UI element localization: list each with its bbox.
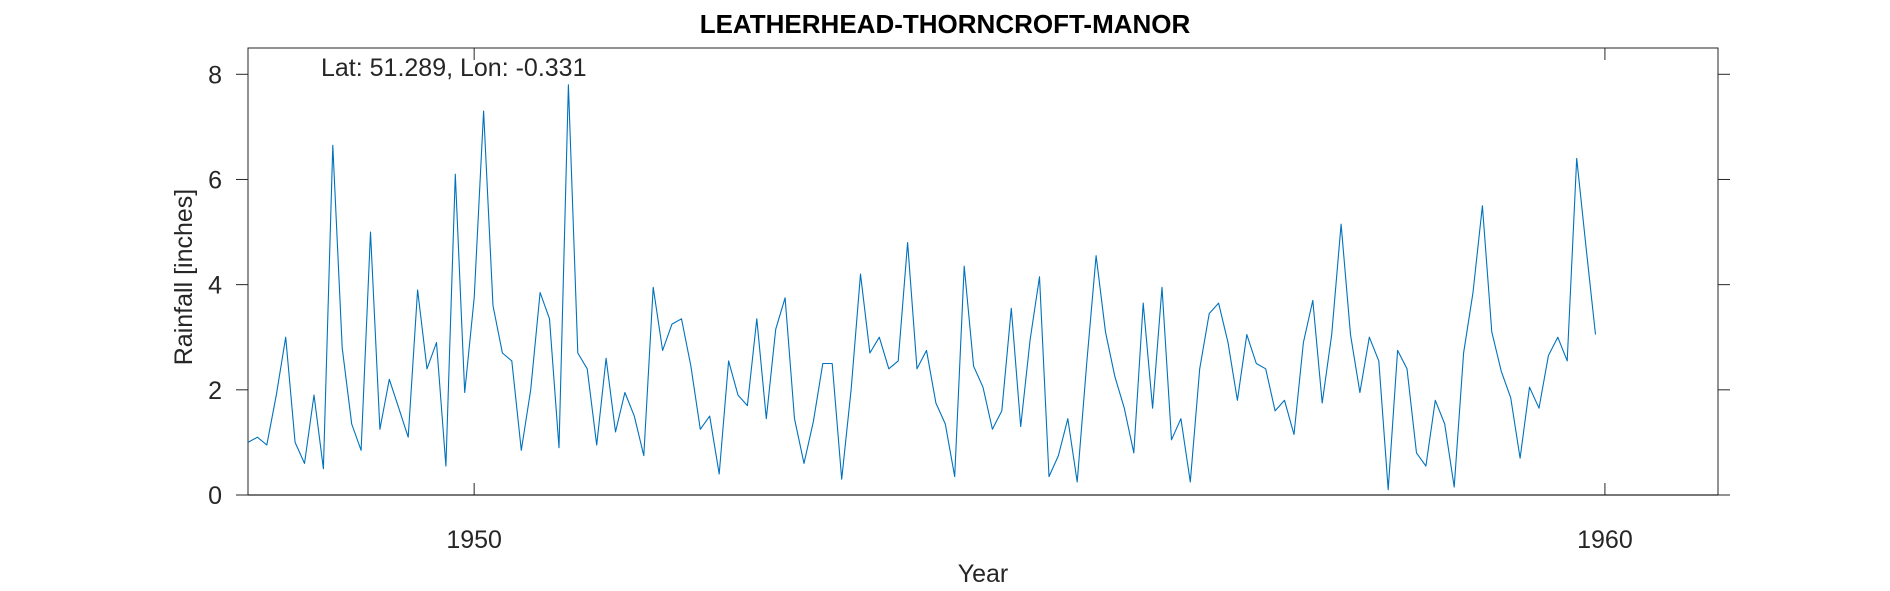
- y-tick-label: 2: [208, 377, 222, 405]
- axes-frame: [247, 47, 1719, 496]
- plot-box: [247, 47, 1719, 496]
- x-axis: 1950 1960: [446, 48, 1633, 554]
- rainfall-series-line: [247, 84, 1597, 491]
- x-tick-label: 1960: [1577, 526, 1633, 554]
- chart-title: LEATHERHEAD-THORNCROFT-MANOR: [700, 9, 1191, 39]
- x-tick-label: 1950: [446, 526, 502, 554]
- series-layer: [247, 84, 1597, 491]
- location-annotation: Lat: 51.289, Lon: -0.331: [321, 54, 587, 82]
- y-axis: 0 2 4 6 8: [208, 61, 1730, 510]
- y-tick-label: 6: [208, 166, 222, 194]
- y-tick-label: 4: [208, 272, 222, 300]
- y-axis-label: Rainfall [inches]: [170, 189, 198, 365]
- y-tick-label: 8: [208, 61, 222, 89]
- x-axis-label: Year: [958, 560, 1009, 588]
- y-tick-label: 0: [208, 482, 222, 510]
